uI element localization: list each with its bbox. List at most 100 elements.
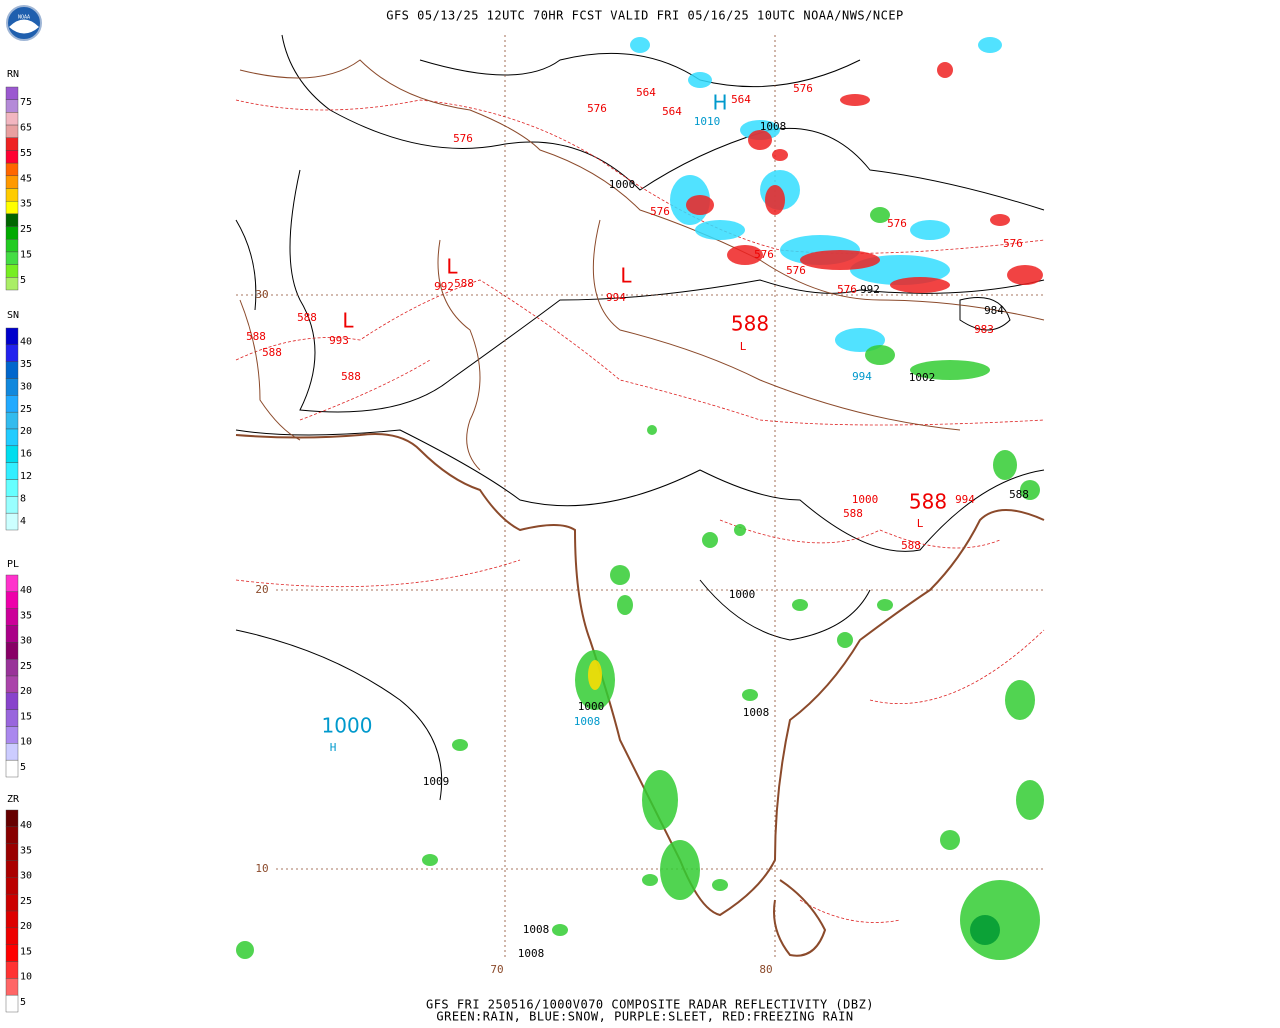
- borders: [239, 59, 1045, 471]
- graticule-label: 30: [255, 288, 268, 301]
- legend-tick-label: 5: [20, 275, 26, 286]
- legend-swatch: [5, 743, 19, 761]
- legend-swatch: [5, 251, 19, 265]
- precip-area: [727, 245, 763, 265]
- legend-tick-label: 35: [20, 845, 32, 856]
- legend-swatch: [5, 692, 19, 710]
- legend-swatch: [5, 277, 19, 291]
- legend-swatch: [5, 809, 19, 828]
- map-label: 576: [587, 102, 607, 115]
- legend-swatch: [5, 162, 19, 177]
- map-label: 564: [636, 86, 656, 99]
- legend-swatch: [5, 124, 19, 138]
- legend-swatch: [5, 200, 19, 215]
- legend-swatch: [5, 378, 19, 396]
- legend-swatch: [5, 759, 19, 778]
- legend-swatch: [5, 927, 19, 945]
- map-label: 588: [909, 490, 947, 514]
- map-label: H: [330, 741, 337, 754]
- precip-area: [588, 660, 602, 690]
- legend-tick-label: 15: [20, 249, 32, 260]
- legend-tick-label: 40: [20, 585, 32, 596]
- legend-swatch: [5, 462, 19, 480]
- legend-tick-label: 10: [20, 737, 32, 748]
- legend-swatch: [5, 512, 19, 531]
- map-label: 984: [984, 304, 1004, 317]
- legend-swatch: [5, 411, 19, 430]
- legend-tick-label: 35: [20, 359, 32, 370]
- legend-swatch: [5, 264, 19, 278]
- map-label: 1009: [423, 775, 450, 788]
- map-label: 588: [246, 330, 266, 343]
- legend-swatch: [5, 344, 19, 362]
- map-label: L: [446, 255, 458, 279]
- legend-title: PL: [7, 559, 19, 570]
- legend-tick-label: 20: [20, 426, 32, 437]
- precip-area: [990, 214, 1010, 226]
- precip-area: [617, 595, 633, 615]
- map-label: 1008: [574, 715, 601, 728]
- legend-tick-label: 65: [20, 123, 32, 134]
- legend-swatch: [5, 112, 19, 126]
- legend-swatch: [5, 188, 19, 202]
- legend-tick-label: 30: [20, 871, 32, 882]
- map-label: 588: [843, 507, 863, 520]
- precip-area: [695, 220, 745, 240]
- legend-tick-label: 16: [20, 449, 32, 460]
- precip-area: [890, 277, 950, 293]
- map-label: 994: [955, 493, 975, 506]
- precip-area: [642, 874, 658, 886]
- legend-tick-label: 12: [20, 471, 32, 482]
- legend-title: ZR: [7, 794, 20, 805]
- map-frame: [236, 35, 1044, 977]
- graticule: [236, 35, 1044, 960]
- precip-area: [970, 915, 1000, 945]
- legend-swatch: [5, 994, 19, 1013]
- legend-swatch: [5, 877, 19, 895]
- map-label: 576: [1003, 237, 1023, 250]
- precip-area: [686, 195, 714, 215]
- precip-area: [1007, 265, 1043, 285]
- map-label: L: [342, 309, 354, 333]
- map-label: 1008: [523, 923, 550, 936]
- legend-swatch: [5, 709, 19, 727]
- precip-area: [937, 62, 953, 78]
- legend-swatch: [5, 961, 19, 979]
- precip-area: [1016, 780, 1044, 820]
- precip-area: [647, 425, 657, 435]
- legend-tick-label: 5: [20, 997, 26, 1008]
- graticule-label: 80: [759, 963, 772, 976]
- svg-text:NOAA: NOAA: [18, 15, 30, 21]
- map-label: 564: [731, 93, 751, 106]
- precip-area: [610, 565, 630, 585]
- legend-tick-label: 10: [20, 972, 32, 983]
- precip-area: [742, 689, 758, 701]
- legend-title: RN: [7, 69, 19, 80]
- precip-area: [688, 72, 712, 88]
- map-label: 576: [650, 205, 670, 218]
- legend-swatch: [5, 658, 19, 677]
- map-label: 992: [434, 280, 454, 293]
- precip-area: [865, 345, 895, 365]
- map-label: 564: [662, 105, 682, 118]
- legend-swatch: [5, 826, 19, 844]
- legend-swatch: [5, 361, 19, 379]
- map-label: 588: [901, 539, 921, 552]
- header-title: GFS 05/13/25 12UTC 70HR FCST VALID FRI 0…: [386, 9, 904, 23]
- precip-area: [1020, 480, 1040, 500]
- legend-swatch: [5, 479, 19, 497]
- legend-swatch: [5, 395, 19, 413]
- map-label: 994: [606, 291, 626, 304]
- precip-area: [765, 185, 785, 215]
- map-label: 1000: [729, 588, 756, 601]
- precip-area: [642, 770, 678, 830]
- legend: RN756555453525155SN4035302520161284PL403…: [5, 69, 32, 1013]
- legend-swatch: [5, 86, 19, 100]
- map-label: L: [740, 340, 747, 353]
- legend-tick-label: 25: [20, 404, 32, 415]
- noaa-logo: NOAA: [6, 5, 42, 41]
- legend-swatch: [5, 843, 19, 861]
- precip-area: [702, 532, 718, 548]
- graticule-label: 20: [255, 583, 268, 596]
